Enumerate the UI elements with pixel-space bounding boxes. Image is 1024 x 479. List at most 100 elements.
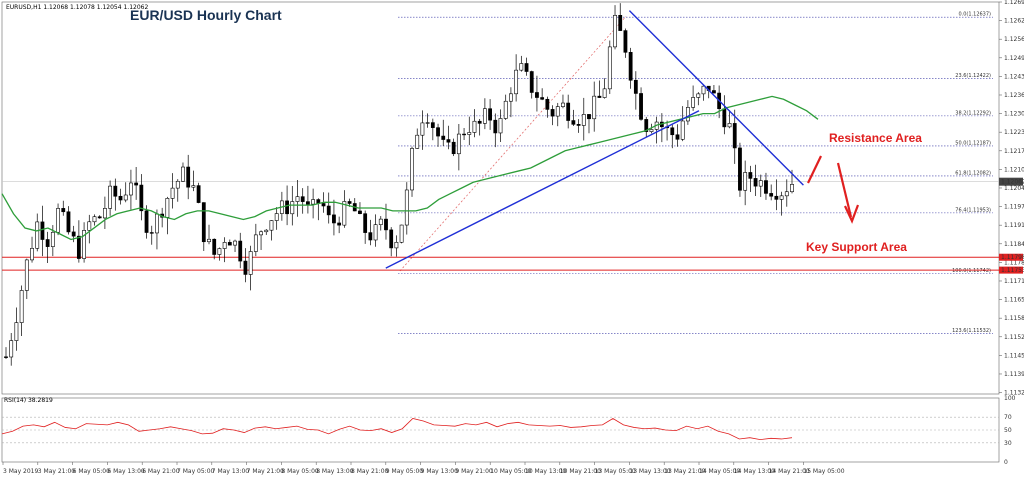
bear-candle — [451, 141, 456, 155]
bear-candle — [618, 14, 623, 31]
x-tick-label: 8 May 05:00 — [281, 468, 319, 475]
bull-candle — [19, 290, 24, 323]
bear-candle — [134, 182, 139, 186]
bull-candle — [14, 322, 19, 341]
bear-candle — [597, 95, 602, 98]
bear-candle — [4, 356, 8, 358]
bull-candle — [701, 85, 706, 95]
bear-candle — [576, 124, 581, 126]
bear-candle — [753, 178, 758, 187]
rsi-tick-label: 0 — [1004, 459, 1008, 466]
bear-candle — [675, 134, 680, 140]
bear-candle — [347, 201, 352, 204]
bear-candle — [545, 98, 550, 110]
bull-candle — [165, 198, 170, 218]
bull-candle — [602, 88, 607, 98]
bear-candle — [774, 195, 779, 200]
support-price-label: 1.11798 — [1001, 254, 1024, 261]
bull-candle — [191, 185, 196, 188]
y-tick-label: 1.11390 — [1004, 371, 1024, 378]
y-tick-label: 1.12495 — [1004, 55, 1024, 62]
bear-candle — [61, 208, 66, 213]
x-tick-label: 10 May 21:00 — [560, 468, 601, 475]
x-tick-label: 13 May 21:00 — [664, 468, 705, 475]
bear-candle — [389, 229, 394, 249]
bear-candle — [326, 205, 331, 216]
bull-candle — [467, 132, 472, 135]
bull-candle — [561, 102, 565, 107]
bear-candle — [71, 231, 76, 237]
bear-candle — [441, 135, 446, 140]
bear-candle — [144, 210, 149, 233]
fib-guide-line — [399, 16, 627, 272]
fib-level-label: 0.0(1.12637) — [958, 12, 991, 18]
bull-candle — [82, 230, 86, 259]
y-tick-label: 1.11650 — [1004, 297, 1024, 304]
bull-candle — [274, 213, 279, 221]
bear-candle — [628, 52, 633, 81]
bull-candle — [311, 199, 316, 205]
bear-candle — [748, 172, 753, 179]
y-tick-label: 1.11845 — [1004, 241, 1024, 248]
bear-candle — [462, 133, 466, 136]
x-tick-label: 14 May 05:00 — [699, 468, 740, 475]
rsi-header: RSI(14) 38.2819 — [4, 397, 53, 404]
bear-candle — [446, 139, 451, 143]
bull-candle — [514, 69, 519, 95]
bear-candle — [722, 108, 727, 128]
bear-candle — [430, 122, 435, 128]
resistance-arrow — [807, 155, 822, 184]
bull-candle — [56, 208, 60, 233]
down-arrow — [836, 162, 853, 218]
fib-level-label: 61.8(1.12082) — [955, 170, 991, 176]
bull-candle — [743, 172, 748, 191]
x-tick-label: 6 May 13:00 — [107, 468, 145, 475]
fib-level-label: 100.0(1.11742) — [952, 268, 991, 274]
down-arrow-head — [844, 204, 860, 224]
bull-candle — [50, 231, 55, 247]
x-tick-label: 9 May 05:00 — [386, 468, 424, 475]
bull-candle — [378, 218, 383, 225]
bull-candle — [108, 185, 113, 209]
bull-candle — [685, 107, 690, 122]
bear-candle — [227, 242, 232, 246]
bear-candle — [186, 166, 191, 188]
bear-candle — [368, 232, 373, 241]
x-tick-label: 8 May 21:00 — [351, 468, 389, 475]
x-tick-label: 7 May 05:00 — [177, 468, 215, 475]
bull-candle — [342, 201, 347, 226]
bear-candle — [587, 114, 591, 120]
x-tick-label: 10 May 05:00 — [490, 468, 531, 475]
price-pane-frame — [1, 1, 1000, 395]
y-tick-label: 1.11520 — [1004, 334, 1024, 341]
x-tick-label: 15 May 05:00 — [803, 468, 844, 475]
rsi-tick-label: 50 — [1004, 427, 1012, 434]
key-support-area-label: Key Support Area — [806, 240, 907, 254]
bull-candle — [472, 120, 477, 133]
bull-candle — [680, 120, 685, 140]
bear-candle — [566, 102, 571, 121]
x-tick-label: 7 May 21:00 — [247, 468, 285, 475]
fib-level-label: 38.2(1.12292) — [955, 110, 991, 116]
bear-candle — [201, 202, 206, 243]
x-tick-label: 7 May 13:00 — [212, 468, 250, 475]
bull-candle — [519, 63, 524, 71]
bear-candle — [436, 127, 440, 137]
bear-candle — [149, 232, 154, 234]
x-tick-label: 8 May 13:00 — [316, 468, 354, 475]
y-tick-label: 1.12170 — [1004, 148, 1024, 155]
bear-candle — [40, 221, 45, 240]
bull-candle — [290, 201, 295, 215]
x-tick-label: 14 May 13:00 — [734, 468, 775, 475]
bull-candle — [155, 213, 159, 234]
rsi-tick-label: 70 — [1004, 414, 1012, 421]
bull-candle — [592, 95, 597, 120]
x-tick-label: 6 May 21:00 — [142, 468, 180, 475]
bear-candle — [644, 119, 649, 132]
resistance-area-label: Resistance Area — [829, 131, 922, 145]
bull-candle — [222, 242, 227, 249]
bear-candle — [540, 97, 545, 100]
bull-candle — [175, 180, 180, 189]
bear-candle — [306, 201, 310, 205]
support-price-label: 1.11753 — [1001, 267, 1024, 274]
